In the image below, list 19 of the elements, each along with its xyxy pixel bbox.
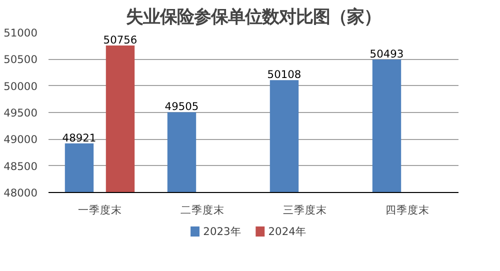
x-tick-label: 三季度末 [282, 204, 327, 216]
y-tick-label: 48500 [4, 160, 38, 173]
x-tick-label: 二季度末 [180, 204, 224, 216]
x-tick-label: 四季度末 [385, 204, 430, 216]
y-tick-label: 50500 [4, 53, 38, 66]
y-tick-label: 49500 [4, 106, 38, 120]
y-tick-label: 51000 [4, 26, 38, 40]
legend-label: 2023年 [203, 225, 242, 238]
data-label: 50108 [267, 68, 302, 82]
data-label: 49505 [164, 100, 199, 114]
chart-title: 失业保险参保单位数对比图（家） [126, 8, 381, 28]
data-label: 50493 [370, 48, 404, 61]
y-tick-label: 48000 [4, 186, 38, 200]
data-label: 48921 [62, 131, 96, 144]
y-tick-label: 49000 [4, 133, 38, 146]
legend-label: 2024年 [268, 225, 306, 238]
x-tick-label: 一季度末 [78, 204, 122, 216]
data-label: 50756 [103, 34, 138, 47]
y-tick-label: 50000 [4, 80, 38, 93]
